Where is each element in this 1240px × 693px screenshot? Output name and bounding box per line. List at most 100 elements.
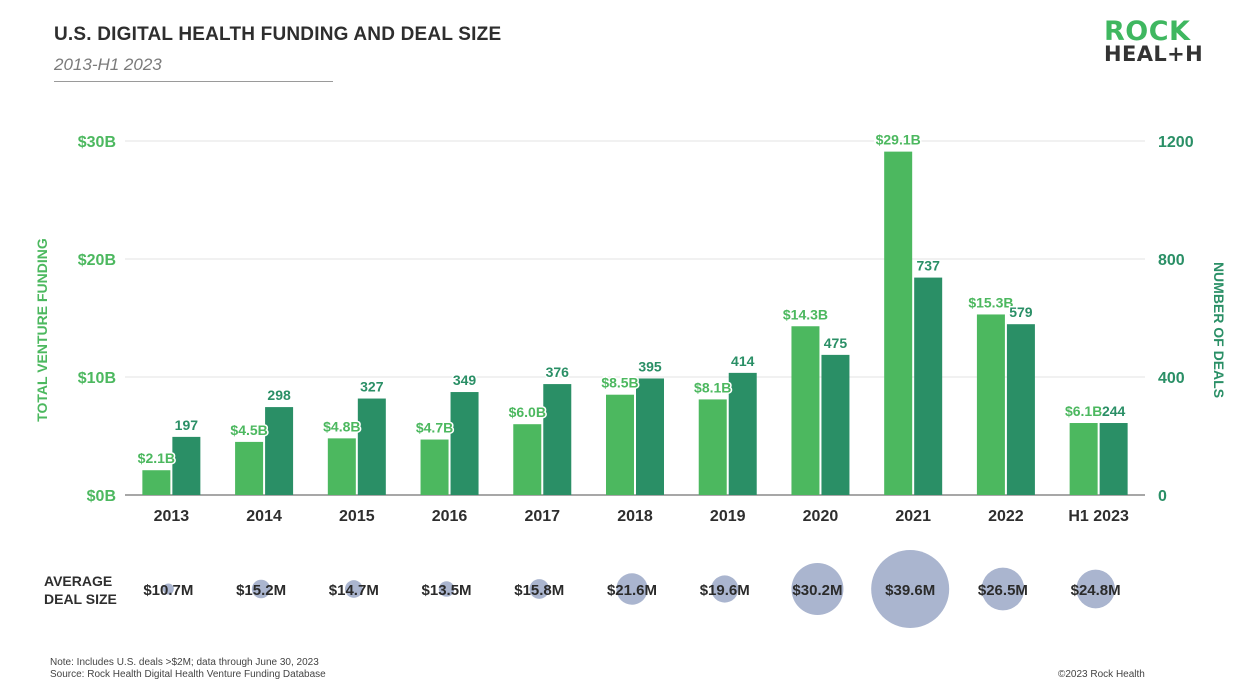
deal-size-label: $10.7M: [143, 582, 193, 599]
deal-size-bubble: [438, 581, 455, 597]
funding-data-label: $4.5B: [230, 422, 267, 438]
left-axis-title: TOTAL VENTURE FUNDING: [34, 238, 50, 422]
logo-text-health: HEAL+H: [1104, 42, 1204, 66]
deal-size-bubble: [529, 579, 550, 599]
deals-data-label: 244: [1102, 403, 1126, 419]
funding-bar: [327, 438, 356, 495]
funding-bar: [1069, 423, 1098, 495]
logo-text-rock: ROCK: [1104, 16, 1191, 47]
deal-size-label: $19.6M: [700, 582, 750, 599]
funding-bar: [698, 399, 727, 495]
left-axis-tick-label: $10B: [78, 370, 116, 387]
x-axis-tick-label: 2017: [524, 508, 560, 525]
deals-data-label: 298: [267, 387, 291, 403]
right-axis-tick-label: 400: [1158, 370, 1185, 387]
chart-subtitle: 2013-H1 2023: [54, 55, 162, 74]
deal-size-label: $39.6M: [885, 582, 935, 599]
deal-size-bubble: [981, 567, 1025, 611]
deals-bar: [821, 354, 850, 495]
deal-size-label: $15.2M: [236, 582, 286, 599]
deal-size-label: $14.7M: [329, 582, 379, 599]
x-axis-tick-label: 2016: [432, 508, 468, 525]
deal-size-label: $24.8M: [1071, 582, 1121, 599]
deals-bar: [1006, 324, 1035, 495]
deals-data-label: 737: [917, 258, 941, 274]
deal-size-bubble: [711, 575, 739, 603]
deals-data-label: 197: [175, 417, 199, 433]
funding-chart: $0B $10B $20B $30B 0 400 800 1200 TOTAL VENTURE …: [34, 130, 1227, 628]
deal-size-label: $26.5M: [978, 582, 1028, 599]
deals-data-label: 327: [360, 379, 384, 395]
funding-bar: [976, 314, 1005, 495]
funding-data-label: $4.7B: [416, 420, 453, 436]
deals-data-label: 414: [731, 353, 755, 369]
right-axis-tick-label: 800: [1158, 252, 1185, 269]
chart-title: U.S. DIGITAL HEALTH FUNDING AND DEAL SIZ…: [54, 24, 502, 45]
funding-bar: [884, 151, 913, 495]
funding-bar: [420, 439, 449, 495]
x-axis-tick-label: 2022: [988, 508, 1024, 525]
x-axis-tick-label: 2020: [803, 508, 839, 525]
funding-bar: [513, 424, 542, 495]
right-axis-tick-label: 0: [1158, 488, 1167, 505]
deals-data-label: 349: [453, 372, 477, 388]
deals-bar: [172, 436, 201, 495]
funding-bar: [235, 441, 264, 495]
deal-size-label: $13.5M: [422, 582, 472, 599]
x-axis-tick-label: 2021: [895, 508, 931, 525]
title-divider: [54, 81, 333, 82]
average-deal-size-label-line2: DEAL SIZE: [44, 591, 117, 607]
funding-data-label: $8.5B: [601, 375, 638, 391]
deals-bar: [357, 398, 386, 495]
left-axis-tick-label: $20B: [78, 252, 116, 269]
average-deal-size-label-line1: AVERAGE: [44, 573, 113, 589]
deal-size-bubble: [871, 550, 950, 628]
deals-data-label: 395: [638, 358, 662, 374]
deal-size-bubble: [791, 563, 844, 615]
x-axis-tick-label: 2019: [710, 508, 746, 525]
funding-bar: [791, 326, 820, 495]
average-deal-size-label: AVERAGE DEAL SIZE: [44, 572, 117, 608]
deals-data-label: 475: [824, 335, 848, 351]
funding-data-label: $15.3B: [968, 294, 1013, 310]
copyright: ©2023 Rock Health: [1058, 669, 1145, 680]
deal-size-bubble: [251, 579, 271, 599]
funding-data-label: $6.0B: [509, 404, 546, 420]
left-axis-tick-label: $30B: [78, 134, 116, 151]
footnote-note: Note: Includes U.S. deals >$2M; data thr…: [50, 657, 319, 668]
deals-data-label: 579: [1009, 304, 1033, 320]
deals-bar: [543, 384, 572, 495]
deals-data-label: 376: [546, 364, 570, 380]
deals-bar: [265, 407, 294, 495]
footnote: Note: Includes U.S. deals >$2M; data thr…: [50, 657, 326, 681]
deal-size-bubble: [1076, 569, 1115, 609]
deals-bar: [636, 378, 664, 495]
footnote-source: Source: Rock Health Digital Health Ventu…: [50, 669, 326, 680]
deals-bar: [914, 277, 943, 495]
funding-data-label: $2.1B: [138, 450, 175, 466]
x-axis-tick-label: H1 2023: [1068, 508, 1129, 525]
funding-data-label: $8.1B: [694, 379, 731, 395]
right-axis-tick-label: 1200: [1158, 134, 1194, 151]
x-axis-tick-label: 2014: [246, 508, 282, 525]
deals-bar: [1099, 423, 1128, 495]
funding-data-label: $29.1B: [876, 132, 921, 148]
funding-data-label: $4.8B: [323, 418, 360, 434]
deal-size-label: $30.2M: [792, 582, 842, 599]
deal-size-bubble: [616, 573, 648, 605]
deals-bar: [450, 392, 479, 495]
funding-bar: [606, 394, 634, 495]
deals-bar: [728, 372, 757, 495]
left-axis-tick-label: $0B: [87, 488, 116, 505]
x-axis-tick-label: 2013: [154, 508, 190, 525]
x-axis-tick-label: 2018: [617, 508, 653, 525]
x-axis-tick-label: 2015: [339, 508, 375, 525]
deal-size-bubble: [162, 583, 174, 595]
funding-bar: [142, 470, 171, 495]
deal-size-label: $15.8M: [514, 582, 564, 599]
deal-size-label: $21.6M: [607, 582, 657, 599]
deal-size-bubble: [344, 580, 363, 598]
right-axis-title: NUMBER OF DEALS: [1211, 262, 1227, 398]
funding-data-label: $14.3B: [783, 306, 828, 322]
rock-health-logo: ROCK HEAL+H: [1104, 16, 1204, 66]
